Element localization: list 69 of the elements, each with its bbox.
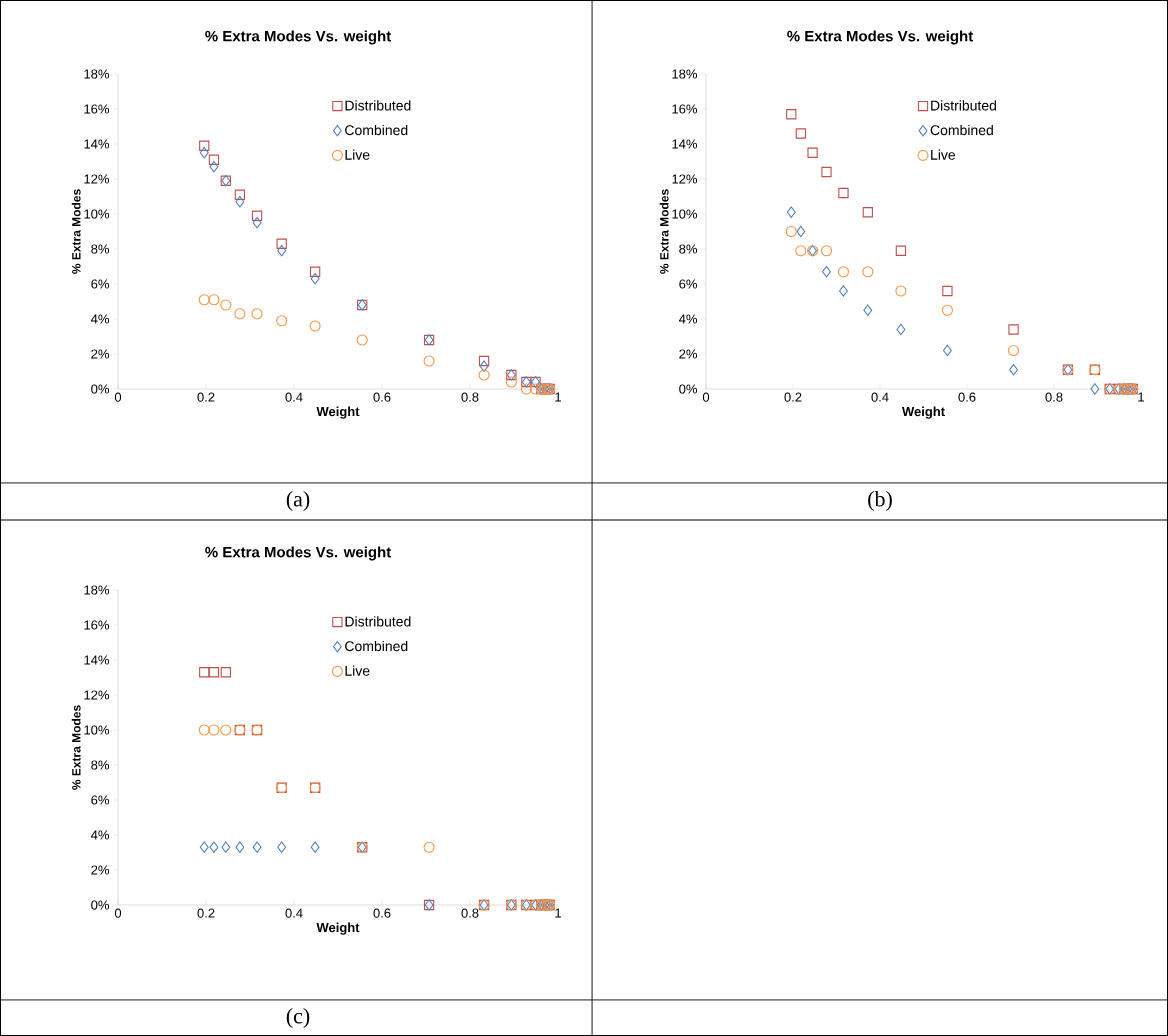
text: (c) xyxy=(286,1008,310,1028)
y-tick-label: 6% xyxy=(679,279,698,289)
y-axis-title: % Extra Modes xyxy=(71,189,81,274)
y-tick-label: 12% xyxy=(84,174,110,184)
x-tick-label: 0 xyxy=(702,392,710,402)
y-tick-label: 2% xyxy=(91,865,110,875)
y-axis-title: % Extra Modes xyxy=(71,705,81,790)
y-tick-label: 10% xyxy=(672,209,698,219)
y-tick-label: 4% xyxy=(678,314,698,324)
y-tick-label: 18% xyxy=(84,585,110,595)
legend-label: Live xyxy=(931,149,956,160)
y-axis-title: % Extra Modes xyxy=(659,189,669,274)
x-tick-label: 0.6 xyxy=(373,908,391,918)
y-tick-label: 18% xyxy=(84,69,110,79)
x-tick-label: 0.2 xyxy=(784,392,802,402)
x-tick-label: 1 xyxy=(555,392,561,402)
y-tick-label: 4% xyxy=(90,314,110,324)
legend-label: Live xyxy=(345,149,370,160)
chart-title: % Extra Modes Vs. weight xyxy=(787,30,974,45)
x-tick-label: 0.2 xyxy=(197,908,215,918)
x-tick-label: 1 xyxy=(1138,392,1144,402)
y-tick-label: 14% xyxy=(84,139,110,149)
x-tick-label: 0.4 xyxy=(285,392,303,402)
x-tick-label: 0.8 xyxy=(461,392,479,402)
y-tick-label: 0% xyxy=(91,384,110,394)
x-axis-title: Weight xyxy=(316,406,360,419)
y-tick-label: 16% xyxy=(84,620,110,630)
y-tick-label: 10% xyxy=(84,209,110,219)
y-tick-label: 0% xyxy=(679,384,698,394)
x-tick-label: 0.6 xyxy=(958,392,976,402)
x-tick-label: 0.6 xyxy=(373,392,391,402)
y-tick-label: 12% xyxy=(84,690,110,700)
x-tick-label: 0 xyxy=(114,392,122,402)
legend-label: Live xyxy=(345,665,370,676)
y-tick-label: 2% xyxy=(91,349,110,359)
y-tick-label: 8% xyxy=(91,244,110,254)
legend-label: Distributed xyxy=(345,100,411,111)
text: (a) xyxy=(286,491,310,511)
x-tick-label: 0.8 xyxy=(461,908,479,918)
x-tick-label: 1 xyxy=(555,908,561,918)
y-tick-label: 6% xyxy=(91,279,110,289)
y-tick-label: 14% xyxy=(672,139,698,149)
y-tick-label: 2% xyxy=(679,349,698,359)
legend-label: Combined xyxy=(345,124,408,136)
y-tick-label: 8% xyxy=(91,760,110,770)
legend-label: Distributed xyxy=(345,616,411,627)
legend-label: Combined xyxy=(345,640,408,652)
y-tick-label: 14% xyxy=(84,655,110,665)
y-tick-label: 0% xyxy=(91,900,110,910)
x-tick-label: 0.2 xyxy=(197,392,215,402)
legend-label: Distributed xyxy=(931,100,997,111)
text: (b) xyxy=(868,491,892,511)
legend-label: Combined xyxy=(930,124,993,136)
y-tick-label: 12% xyxy=(672,174,698,184)
y-tick-label: 10% xyxy=(84,725,110,735)
x-tick-label: 0.4 xyxy=(871,392,889,402)
y-tick-label: 4% xyxy=(90,830,110,840)
x-axis-title: Weight xyxy=(901,406,945,419)
y-tick-label: 18% xyxy=(672,69,698,79)
y-tick-label: 16% xyxy=(84,104,110,114)
y-tick-label: 6% xyxy=(91,795,110,805)
y-tick-label: 16% xyxy=(672,104,698,114)
chart-title: % Extra Modes Vs. weight xyxy=(205,546,392,561)
x-axis-title: Weight xyxy=(316,922,360,935)
y-tick-label: 8% xyxy=(679,244,698,254)
chart-title: % Extra Modes Vs. weight xyxy=(205,30,392,45)
x-tick-label: 0.8 xyxy=(1045,392,1063,402)
x-tick-label: 0.4 xyxy=(285,908,303,918)
x-tick-label: 0 xyxy=(114,908,122,918)
